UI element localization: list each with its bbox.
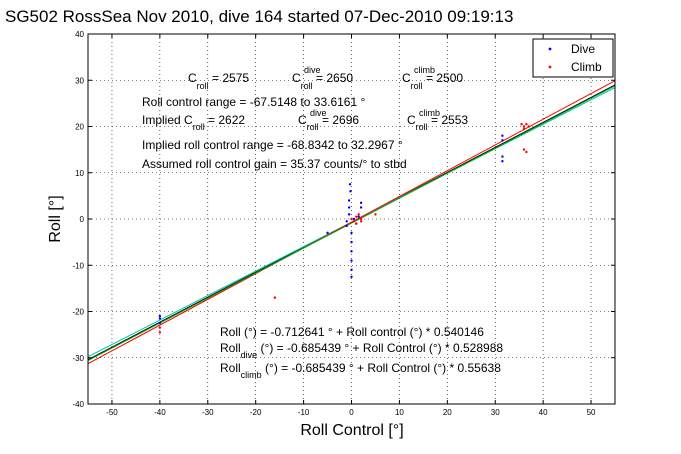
data-points (158, 122, 530, 334)
x-tick-label: -40 (154, 408, 166, 417)
x-tick-label: -20 (250, 408, 262, 417)
data-point-climb (520, 122, 523, 126)
data-point-dive (158, 317, 162, 320)
y-tick-label: 20 (75, 123, 84, 132)
x-tick-label: 30 (491, 408, 500, 417)
data-point-climb (273, 296, 277, 299)
data-point-climb (374, 213, 377, 216)
data-point-dive (359, 201, 363, 205)
implied-c-roll-climb-sup: climb (419, 108, 440, 118)
implied-c-roll-annotation: Implied Croll = 2622 (142, 113, 245, 132)
fit-lines (87, 80, 616, 365)
x-tick-label: 10 (395, 408, 404, 417)
legend: Dive Climb (532, 38, 614, 78)
data-point-climb (525, 122, 528, 126)
data-point-dive (347, 206, 351, 209)
y-tick-label: -30 (72, 354, 84, 363)
data-point-climb (522, 125, 526, 128)
data-point-dive (501, 134, 504, 137)
y-tick-label: -40 (72, 400, 84, 409)
data-point-dive (501, 155, 504, 158)
c-roll-climb-annotation: Croll = 2500 (402, 71, 463, 91)
data-point-dive (359, 206, 363, 209)
data-point-dive (349, 190, 352, 193)
legend-marker-climb (548, 65, 552, 69)
y-tick-label: -20 (72, 308, 84, 317)
data-point-dive (350, 231, 353, 235)
y-axis-label: Roll [°] (47, 195, 64, 242)
legend-box (532, 38, 614, 78)
annotations: Croll = 2575 Croll = 2650 dive Croll = 2… (142, 65, 503, 380)
c-roll-annotation: Croll = 2575 (188, 71, 249, 91)
fit-dive-annotation: Rolldive (°) = -0.685439 ° + Roll Contro… (220, 341, 503, 360)
data-point-dive (350, 259, 353, 262)
data-point-dive (158, 321, 162, 325)
y-tick-label: -10 (72, 261, 84, 270)
data-point-dive (357, 215, 360, 218)
data-point-dive (348, 183, 352, 186)
roll-control-range-annotation: Roll control range = -67.5148 to 33.6161… (142, 95, 365, 109)
y-tick-label: 0 (80, 215, 85, 224)
legend-label-dive: Dive (571, 42, 595, 56)
plot-area: -50 -40 -30 -20 -10 0 10 20 30 40 50 -40 -30 -20 -10 0 1… (72, 30, 616, 417)
data-point-climb (355, 222, 358, 225)
x-tick-label: 50 (587, 408, 596, 417)
c-roll-dive-sup: dive (304, 65, 321, 75)
grid-lines (88, 33, 615, 405)
data-point-dive (347, 213, 351, 216)
data-point-climb (527, 125, 530, 128)
implied-range-annotation: Implied roll control range = -68.8342 to… (142, 138, 403, 152)
data-point-climb (359, 220, 363, 223)
data-point-dive (350, 240, 353, 244)
data-point-climb (525, 150, 528, 154)
y-tick-label: 40 (75, 30, 84, 39)
data-point-dive (345, 220, 348, 223)
data-point-dive (350, 268, 353, 272)
chart-title: SG502 RossSea Nov 2010, dive 164 started… (5, 7, 513, 26)
data-point-climb (158, 331, 162, 334)
data-point-climb (522, 148, 526, 151)
data-point-dive (501, 139, 504, 142)
data-point-climb (357, 213, 360, 216)
fit-climb-annotation: Rollclimb (°) = -0.685439 ° + Roll Contr… (220, 361, 501, 380)
fit-line (87, 85, 616, 361)
data-point-dive (347, 199, 351, 202)
x-tick-label: 0 (349, 408, 354, 417)
c-roll-climb-sup: climb (414, 65, 435, 75)
fit-line (87, 80, 616, 365)
data-point-dive (501, 159, 504, 163)
legend-marker-dive (548, 47, 552, 51)
data-point-dive (158, 314, 162, 318)
gain-annotation: Assumed roll control gain = 35.37 counts… (142, 157, 407, 171)
implied-c-roll-climb-annotation: Croll = 2553 (407, 113, 468, 132)
data-point-climb (355, 215, 358, 218)
data-point-dive (345, 224, 348, 228)
x-tick-label: -50 (106, 408, 118, 417)
data-point-dive (352, 217, 356, 221)
implied-c-roll-dive-sup: dive (310, 108, 327, 118)
y-tick-label: 30 (75, 76, 84, 85)
data-point-climb (359, 217, 363, 221)
axis-ticks: -50 -40 -30 -20 -10 0 10 20 30 40 50 -40 -30 -20 -10 0 1… (72, 30, 615, 417)
data-point-climb (522, 127, 526, 131)
x-tick-label: 40 (539, 408, 548, 417)
data-point-climb (352, 220, 356, 223)
legend-label-climb: Climb (571, 60, 602, 74)
x-axis-label: Roll Control [°] (300, 422, 403, 439)
implied-c-roll-dive-annotation: Croll = 2696 (298, 113, 359, 132)
x-tick-label: -10 (298, 408, 310, 417)
data-point-dive (326, 231, 329, 235)
x-tick-label: 20 (443, 408, 452, 417)
data-point-dive (350, 275, 353, 279)
x-tick-label: -30 (202, 408, 214, 417)
data-point-climb (350, 217, 353, 221)
y-tick-label: 10 (75, 169, 84, 178)
fit-all-annotation: Roll (°) = -0.712641 ° + Roll control (°… (220, 325, 484, 339)
data-point-dive (350, 250, 353, 253)
data-point-climb (158, 326, 162, 329)
c-roll-dive-annotation: Croll = 2650 (292, 71, 353, 91)
